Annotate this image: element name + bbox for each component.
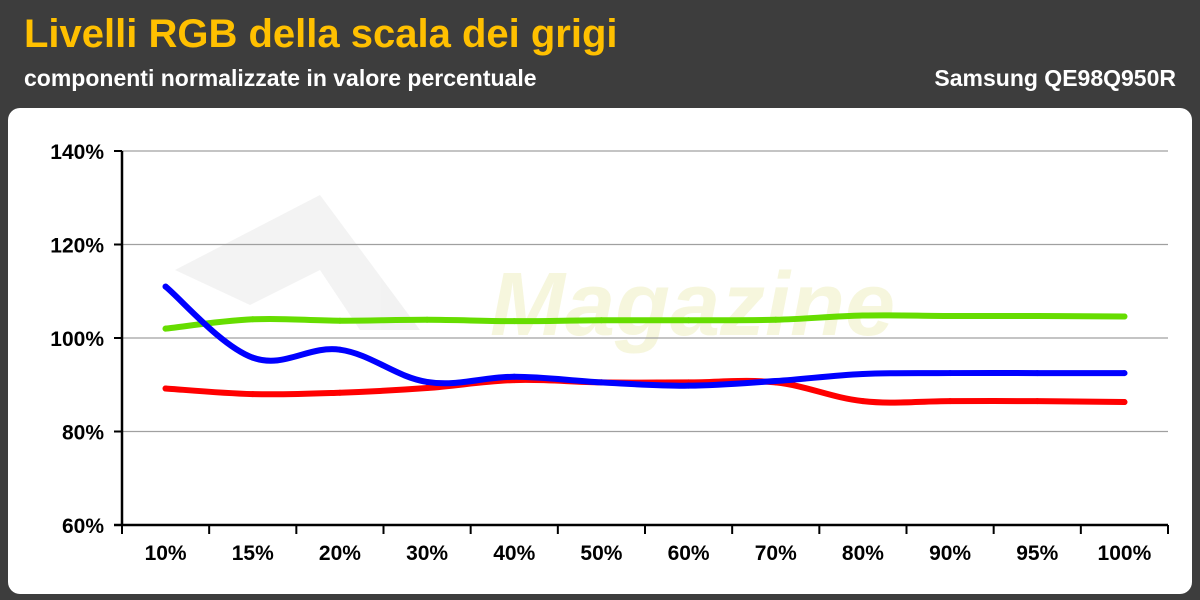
y-tick-label: 120%	[50, 235, 104, 258]
chart-panel	[8, 108, 1192, 594]
data-point	[1034, 313, 1041, 320]
data-point	[598, 379, 605, 386]
data-point	[1121, 399, 1128, 406]
data-point	[511, 373, 518, 380]
x-tick-label: 90%	[929, 542, 971, 565]
model-label: Samsung QE98Q950R	[934, 65, 1176, 91]
data-point	[162, 283, 169, 290]
data-point	[859, 312, 866, 319]
data-point	[598, 317, 605, 324]
y-tick-label: 60%	[62, 515, 104, 538]
x-tick-label: 10%	[145, 542, 187, 565]
x-tick-label: 15%	[232, 542, 274, 565]
data-point	[249, 316, 256, 323]
data-point	[336, 317, 343, 324]
data-point	[1121, 370, 1128, 377]
x-tick-label: 80%	[842, 542, 884, 565]
data-point	[336, 346, 343, 353]
x-tick-label: 60%	[668, 542, 710, 565]
data-point	[859, 370, 866, 377]
data-point	[249, 354, 256, 361]
tick-labels: 60% 80% 100% 120% 140% 10% 15% 20% 30% 40% 50% 60% 7…	[50, 141, 1151, 565]
x-tick-label: 95%	[1016, 542, 1058, 565]
y-tick-label: 140%	[50, 141, 104, 164]
watermark-text: Magazine	[490, 255, 895, 355]
x-tick-label: 20%	[319, 542, 361, 565]
data-point	[162, 385, 169, 392]
series-lines	[162, 283, 1128, 406]
data-point	[685, 317, 692, 324]
x-tick-label: 100%	[1098, 542, 1152, 565]
chart-title: Livelli RGB della scala dei grigi	[24, 12, 618, 56]
data-point	[1034, 370, 1041, 377]
chart-subtitle: componenti normalizzate in valore percen…	[24, 65, 537, 91]
data-point	[947, 313, 954, 320]
x-tick-label: 70%	[755, 542, 797, 565]
data-point	[859, 398, 866, 405]
x-tick-label: 40%	[493, 542, 535, 565]
x-tick-label: 50%	[580, 542, 622, 565]
data-point	[511, 318, 518, 325]
data-point	[424, 385, 431, 392]
watermark-logo: Magazine	[175, 195, 895, 355]
x-tick-label: 30%	[406, 542, 448, 565]
data-point	[947, 398, 954, 405]
data-point	[249, 391, 256, 398]
y-tick-label: 100%	[50, 328, 104, 351]
watermark-triangle-icon	[175, 195, 420, 330]
data-point	[424, 378, 431, 385]
data-point	[1121, 313, 1128, 320]
axes	[114, 150, 1169, 534]
data-point	[685, 382, 692, 389]
data-point	[772, 378, 779, 385]
gridlines	[122, 150, 1168, 433]
chart-header: Livelli RGB della scala dei grigi compon…	[0, 0, 1200, 104]
data-point	[947, 370, 954, 377]
green-series-line	[162, 312, 1128, 332]
data-point	[162, 325, 169, 332]
data-point	[424, 316, 431, 323]
data-point	[336, 389, 343, 396]
data-point	[772, 316, 779, 323]
data-point	[1034, 398, 1041, 405]
y-tick-label: 80%	[62, 422, 104, 445]
blue-series-line	[162, 283, 1128, 389]
